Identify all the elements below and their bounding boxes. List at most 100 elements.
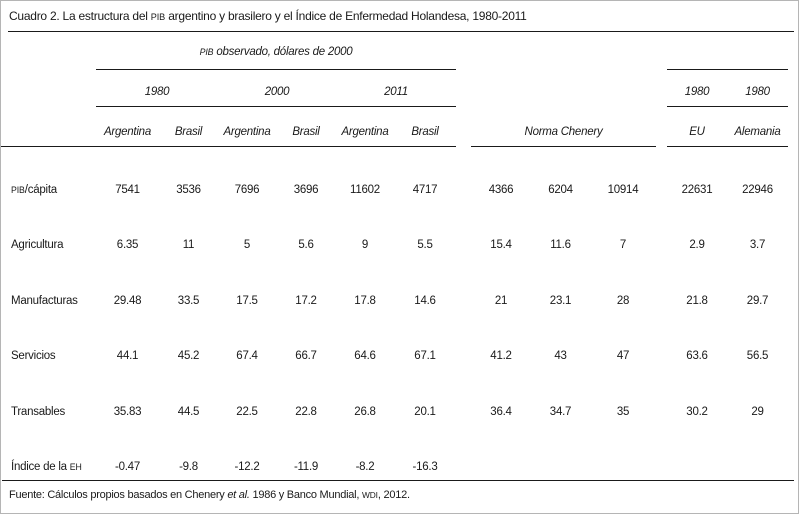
value-cell: 29.48 <box>113 294 142 307</box>
gap-cell <box>656 314 667 370</box>
value-cell: 10914 <box>607 183 639 196</box>
gap-cell <box>456 32 471 70</box>
value-cell: 45.2 <box>177 350 200 362</box>
value-cell: 7696 <box>234 183 260 196</box>
value-cell: 29 <box>751 405 764 418</box>
value-cell: 44.1 <box>116 350 139 362</box>
year-group-header: 2011 <box>336 70 456 107</box>
country-header: Argentina <box>96 107 159 147</box>
value-cell: -11.9 <box>293 461 319 473</box>
value-cell: 17.8 <box>354 294 376 307</box>
spacer-cell <box>471 32 656 70</box>
pib-table: PIB observado, dólares de 2000 1980 2000… <box>1 32 798 480</box>
value-cell: 22.5 <box>236 405 258 418</box>
eu-header: EU <box>667 107 727 147</box>
value-cell: 26.8 <box>354 405 376 418</box>
value-cell: 64.6 <box>354 350 376 362</box>
row-label: Transables <box>11 405 65 418</box>
row-label: Manufacturas <box>11 294 78 307</box>
value-cell <box>531 425 590 481</box>
gap-cell <box>656 32 667 70</box>
value-cell: 28 <box>616 294 630 307</box>
value-cell: -9.8 <box>179 461 198 473</box>
value-cell: 6.35 <box>116 239 139 251</box>
value-cell: 36.4 <box>490 405 512 418</box>
value-cell: 23.1 <box>549 294 572 307</box>
value-cell: 21 <box>494 294 508 307</box>
value-cell: 7541 <box>115 183 140 196</box>
value-cell: 5.6 <box>298 239 314 251</box>
pib-observado-header: PIB observado, dólares de 2000 <box>96 32 456 70</box>
value-cell: -12.2 <box>234 461 260 473</box>
value-cell <box>590 425 656 481</box>
value-cell: 3536 <box>176 183 201 196</box>
gap-cell <box>456 107 471 147</box>
title-part: argentino y brasilero y el Índice de Enf… <box>165 9 527 23</box>
value-cell: 9 <box>361 239 369 251</box>
value-cell: 22631 <box>681 183 713 196</box>
gap-cell <box>456 314 471 370</box>
value-cell: 20.1 <box>414 405 436 418</box>
row-label-rest: /cápita <box>24 183 57 196</box>
value-cell: 43 <box>554 350 567 362</box>
value-cell: 30.2 <box>686 405 708 418</box>
row-label-text: Índice de la EH <box>11 461 82 473</box>
value-cell: 6204 <box>548 183 573 196</box>
gap-cell <box>456 147 471 203</box>
country-header: Brasil <box>394 107 456 147</box>
value-cell: 35 <box>616 405 630 418</box>
pib-observado-rest: observado, dólares de 2000 <box>213 46 353 58</box>
value-cell: 34.7 <box>549 405 572 418</box>
value-cell: 2.9 <box>689 239 705 251</box>
value-cell: 47 <box>616 350 630 362</box>
right-section-top-rule <box>667 32 788 70</box>
gap-cell <box>656 425 667 481</box>
title-rule <box>8 31 794 32</box>
right-year-header: 1980 <box>727 70 788 107</box>
value-cell: 15.4 <box>490 239 512 251</box>
value-cell: 14.6 <box>414 294 436 307</box>
gap-cell <box>656 203 667 259</box>
row-label: Agricultura <box>11 239 64 251</box>
value-cell: 67.4 <box>236 350 258 362</box>
value-cell: 17.2 <box>295 294 317 307</box>
value-cell <box>471 425 531 481</box>
country-header: Brasil <box>159 107 218 147</box>
source-part-italic: et al. <box>227 489 250 501</box>
value-cell: 63.6 <box>686 350 708 362</box>
value-cell: 66.7 <box>295 350 317 362</box>
right-year-header: 1980 <box>667 70 727 107</box>
source-part: , 2012. <box>377 489 410 501</box>
pib-observado-smallcaps: PIB <box>199 47 214 57</box>
alemania-header: Alemania <box>727 107 788 147</box>
value-cell: 33.5 <box>177 294 200 307</box>
value-cell: 41.2 <box>490 350 512 362</box>
row-label-rest: Índice de la <box>11 461 70 473</box>
value-cell: 22.8 <box>295 405 317 418</box>
gap-cell <box>656 107 667 147</box>
gap-cell <box>456 369 471 425</box>
value-cell: 29.7 <box>746 294 769 307</box>
value-cell <box>667 425 727 481</box>
row-label: PIB/cápita <box>1 147 96 203</box>
value-cell: 5 <box>243 239 251 251</box>
title-part-smallcaps: PIB <box>150 12 166 22</box>
value-cell: 3696 <box>293 183 319 196</box>
norma-chenery-header: Norma Chenery <box>471 107 656 147</box>
country-header: Brasil <box>276 107 336 147</box>
value-cell: 11.6 <box>550 239 571 251</box>
year-group-header: 1980 <box>96 70 218 107</box>
value-cell: 44.5 <box>177 405 200 418</box>
gap-cell <box>456 258 471 314</box>
value-cell: 3.7 <box>749 239 766 251</box>
source-part: Fuente: Cálculos propios basados en Chen… <box>9 489 228 501</box>
value-cell: 5.5 <box>417 239 433 251</box>
value-cell: 56.5 <box>746 350 769 362</box>
source-part: 1986 y Banco Mundial, <box>249 489 362 501</box>
value-cell: 4717 <box>412 183 438 196</box>
row-label-smallcaps: PIB <box>11 184 25 195</box>
value-cell <box>727 425 788 481</box>
value-cell: -16.3 <box>412 461 438 473</box>
gap-cell <box>656 258 667 314</box>
value-cell: 11 <box>182 239 195 251</box>
